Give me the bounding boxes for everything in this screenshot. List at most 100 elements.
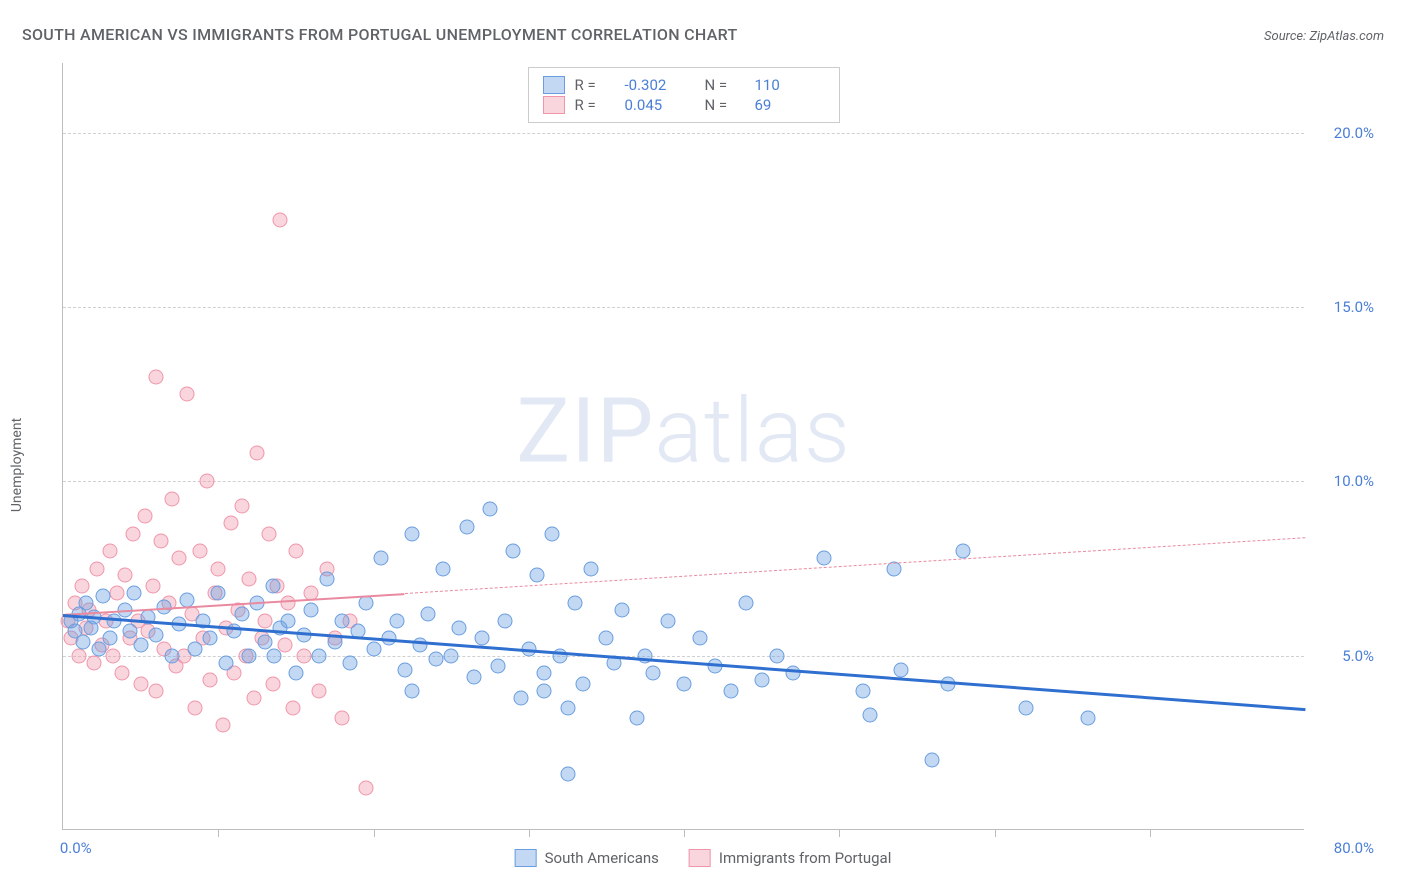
point-series-a: [436, 561, 451, 576]
point-series-a: [304, 603, 319, 618]
point-series-b: [285, 700, 300, 715]
point-series-a: [265, 578, 280, 593]
legend-swatch: [543, 96, 565, 114]
x-tick: [1150, 829, 1151, 837]
legend-r-value: 0.045: [625, 96, 695, 114]
point-series-a: [127, 585, 142, 600]
legend-swatch: [689, 849, 711, 867]
point-series-b: [234, 498, 249, 513]
point-series-a: [583, 561, 598, 576]
point-series-a: [149, 627, 164, 642]
point-series-a: [475, 631, 490, 646]
x-tick: [839, 829, 840, 837]
point-series-b: [211, 561, 226, 576]
point-series-a: [723, 683, 738, 698]
point-series-a: [76, 634, 91, 649]
legend-swatch: [543, 76, 565, 94]
point-series-a: [537, 683, 552, 698]
point-series-a: [79, 596, 94, 611]
point-series-a: [459, 519, 474, 534]
gridline: [63, 133, 1304, 134]
y-tick-label: 5.0%: [1314, 647, 1374, 665]
point-series-b: [74, 578, 89, 593]
point-series-b: [146, 578, 161, 593]
point-series-a: [498, 613, 513, 628]
legend-n-label: N =: [705, 96, 745, 114]
legend-label: South Americans: [545, 849, 659, 867]
chart-title: SOUTH AMERICAN VS IMMIGRANTS FROM PORTUG…: [22, 25, 738, 44]
y-tick-label: 10.0%: [1314, 472, 1374, 490]
point-series-a: [96, 589, 111, 604]
point-series-b: [110, 585, 125, 600]
point-series-b: [358, 781, 373, 796]
point-series-a: [482, 502, 497, 517]
point-series-b: [257, 613, 272, 628]
point-series-b: [102, 544, 117, 559]
legend-r-label: R =: [575, 96, 615, 114]
x-tick: [995, 829, 996, 837]
point-series-a: [389, 613, 404, 628]
x-tick: [684, 829, 685, 837]
point-series-a: [894, 662, 909, 677]
point-series-b: [203, 673, 218, 688]
point-series-a: [267, 648, 282, 663]
point-series-b: [164, 491, 179, 506]
point-series-b: [90, 561, 105, 576]
point-series-b: [172, 551, 187, 566]
x-max-label: 80.0%: [1334, 839, 1374, 857]
point-series-a: [242, 648, 257, 663]
point-series-a: [444, 648, 459, 663]
point-series-a: [211, 585, 226, 600]
point-series-b: [215, 718, 230, 733]
point-series-a: [219, 655, 234, 670]
point-series-b: [288, 544, 303, 559]
point-series-a: [288, 666, 303, 681]
point-series-a: [428, 652, 443, 667]
point-series-a: [925, 753, 940, 768]
point-series-b: [250, 446, 265, 461]
point-series-a: [770, 648, 785, 663]
point-series-b: [114, 666, 129, 681]
point-series-b: [180, 387, 195, 402]
point-series-b: [87, 655, 102, 670]
x-tick: [529, 829, 530, 837]
point-series-b: [71, 648, 86, 663]
legend-label: Immigrants from Portugal: [719, 849, 891, 867]
point-series-a: [358, 596, 373, 611]
point-series-a: [739, 596, 754, 611]
point-series-b: [138, 509, 153, 524]
point-series-a: [560, 767, 575, 782]
trend-b-dashed: [405, 537, 1306, 594]
point-series-b: [149, 683, 164, 698]
point-series-a: [537, 666, 552, 681]
point-series-a: [599, 631, 614, 646]
point-series-b: [312, 683, 327, 698]
legend-n-value: 110: [755, 76, 825, 94]
point-series-b: [118, 568, 133, 583]
point-series-b: [281, 596, 296, 611]
point-series-a: [692, 631, 707, 646]
y-tick-label: 15.0%: [1314, 298, 1374, 316]
point-series-b: [153, 533, 168, 548]
point-series-b: [246, 690, 261, 705]
point-series-b: [335, 711, 350, 726]
point-series-a: [513, 690, 528, 705]
point-series-b: [187, 700, 202, 715]
point-series-a: [281, 613, 296, 628]
legend-row: R =-0.302N =110: [543, 76, 825, 94]
point-series-a: [164, 648, 179, 663]
point-series-a: [312, 648, 327, 663]
point-series-a: [397, 662, 412, 677]
legend-r-label: R =: [575, 76, 615, 94]
watermark: ZIPatlas: [516, 378, 850, 483]
point-series-a: [467, 669, 482, 684]
x-min-label: 0.0%: [60, 839, 92, 857]
point-series-a: [545, 526, 560, 541]
point-series-a: [203, 631, 218, 646]
legend-row: R =0.045N =69: [543, 96, 825, 114]
point-series-a: [630, 711, 645, 726]
point-series-a: [420, 606, 435, 621]
gridline: [63, 307, 1304, 308]
point-series-a: [568, 596, 583, 611]
legend-r-value: -0.302: [625, 76, 695, 94]
